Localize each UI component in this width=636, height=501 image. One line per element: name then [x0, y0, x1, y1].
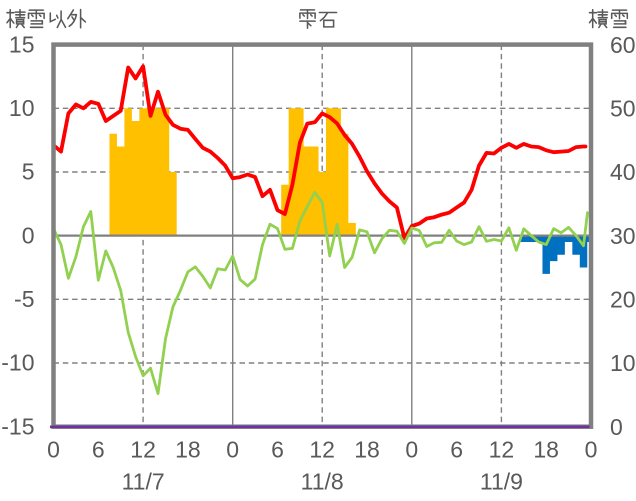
svg-text:12: 12 [489, 436, 515, 462]
svg-text:12: 12 [309, 436, 335, 462]
svg-text:10: 10 [610, 350, 636, 376]
svg-text:10: 10 [9, 95, 35, 121]
svg-text:11/7: 11/7 [122, 469, 165, 495]
svg-text:20: 20 [610, 287, 636, 313]
svg-text:18: 18 [354, 436, 380, 462]
svg-text:-15: -15 [1, 413, 34, 439]
svg-text:15: 15 [9, 31, 35, 57]
svg-text:5: 5 [22, 159, 35, 185]
svg-text:0: 0 [22, 222, 35, 248]
svg-text:0: 0 [47, 436, 60, 462]
svg-text:18: 18 [533, 436, 559, 462]
svg-text:6: 6 [450, 436, 463, 462]
svg-text:6: 6 [271, 436, 284, 462]
svg-text:0: 0 [405, 436, 418, 462]
svg-text:-10: -10 [1, 350, 34, 376]
svg-text:60: 60 [610, 32, 636, 58]
svg-text:6: 6 [92, 436, 105, 462]
svg-text:40: 40 [610, 159, 636, 185]
svg-text:0: 0 [226, 436, 239, 462]
svg-text:11/9: 11/9 [480, 469, 523, 495]
svg-text:18: 18 [175, 436, 201, 462]
svg-text:11/8: 11/8 [301, 469, 344, 495]
svg-text:30: 30 [610, 223, 636, 249]
svg-text:0: 0 [585, 436, 598, 462]
svg-text:-5: -5 [14, 286, 34, 312]
svg-text:12: 12 [130, 436, 156, 462]
svg-text:0: 0 [610, 414, 623, 440]
svg-text:50: 50 [610, 96, 636, 122]
